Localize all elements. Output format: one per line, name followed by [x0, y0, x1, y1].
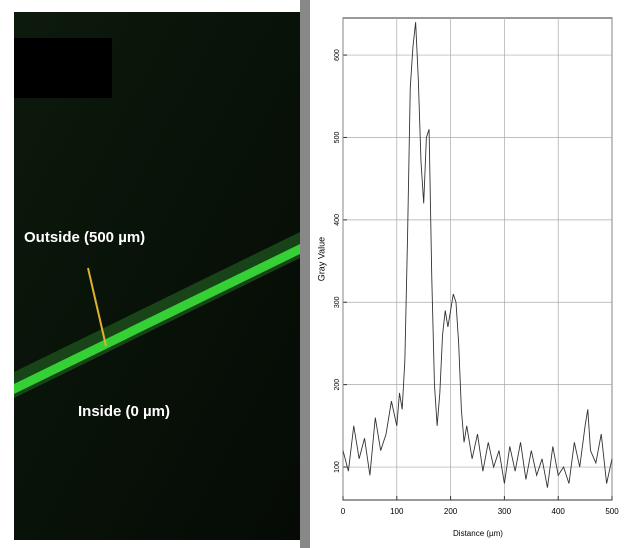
y-tick-label: 500 — [334, 132, 341, 144]
separator — [300, 0, 310, 548]
x-tick-label: 400 — [552, 507, 566, 516]
y-tick-label: 200 — [334, 379, 341, 391]
annotation: Outside (500 µm) — [24, 229, 145, 246]
vessel — [14, 244, 300, 394]
y-tick-label: 300 — [334, 296, 341, 308]
profile-line-plot — [342, 22, 613, 488]
x-tick-label: 0 — [341, 507, 346, 516]
x-tick-label: 500 — [605, 507, 619, 516]
profile-line — [87, 267, 107, 347]
dark-patch — [14, 38, 112, 98]
y-tick-label: 600 — [334, 49, 341, 61]
y-axis-label: Gray Value — [316, 237, 326, 281]
x-tick-label: 300 — [498, 507, 512, 516]
x-axis-label: Distance (µm) — [453, 529, 503, 538]
annotation: Inside (0 µm) — [78, 403, 170, 420]
y-tick-label: 400 — [334, 214, 341, 226]
plot-area — [342, 17, 613, 501]
x-tick-label: 200 — [444, 507, 458, 516]
y-tick-label: 100 — [334, 461, 341, 473]
x-tick-label: 100 — [390, 507, 404, 516]
